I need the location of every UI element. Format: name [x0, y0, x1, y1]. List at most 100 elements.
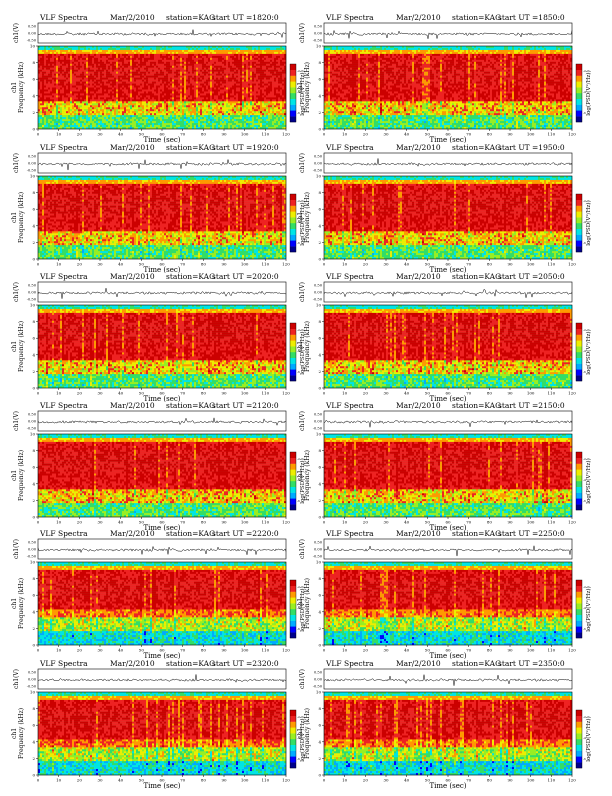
spectrogram-cell — [102, 68, 104, 70]
spectrogram-cell — [94, 125, 96, 127]
spectrogram-cell — [58, 125, 60, 127]
spectrogram-cell — [70, 115, 72, 117]
spectrogram-cell — [74, 70, 76, 72]
spectrogram-cell — [80, 46, 82, 48]
spectrogram-cell — [48, 52, 50, 54]
spectrogram-cell — [84, 101, 86, 103]
spectrogram-cell — [46, 91, 48, 93]
spectrogram-cell — [92, 123, 94, 125]
spectrogram-cell — [64, 72, 66, 74]
spectrogram-cell — [98, 54, 100, 56]
spectrogram-cell — [86, 99, 88, 101]
spectrogram-cell — [100, 52, 102, 54]
spectrogram-cell — [88, 66, 90, 68]
waveform-frame — [38, 23, 286, 43]
spectrogram-cell — [100, 86, 102, 88]
spectrogram-cell — [48, 93, 50, 95]
spectrogram-cell — [100, 123, 102, 125]
spectrogram-cell — [100, 72, 102, 74]
spectrogram-cell — [106, 95, 108, 97]
spectrogram-cell — [48, 89, 50, 91]
spectrogram-cell — [60, 99, 62, 101]
spectrogram-cell — [62, 117, 64, 119]
spectrogram-cell — [64, 66, 66, 68]
spectrogram-cell — [38, 88, 40, 90]
spectrogram-cell — [90, 117, 92, 119]
spectrogram-cell — [78, 105, 80, 107]
spectrogram-cell — [64, 123, 66, 125]
spectrogram-cell — [106, 91, 108, 93]
spectrogram-cell — [80, 117, 82, 119]
spectrogram-cell — [50, 86, 52, 88]
spectrogram-cell — [66, 113, 68, 115]
spectrogram-cell — [96, 54, 98, 56]
spectrogram-cell — [104, 76, 106, 78]
spectrogram-cell — [106, 105, 108, 107]
spectrogram-cell — [42, 84, 44, 86]
spectrogram-cell — [82, 74, 84, 76]
spectrogram-cell — [114, 109, 116, 111]
spectrogram-cell — [70, 54, 72, 56]
spectrogram-cell — [50, 109, 52, 111]
spectrogram-cell — [56, 111, 58, 113]
spectrogram-cell — [80, 125, 82, 127]
spectrogram-cell — [90, 52, 92, 54]
spectrogram-cell — [58, 109, 60, 111]
spectrogram-cell — [84, 54, 86, 56]
spectrogram-cell — [56, 123, 58, 125]
spectrogram-cell — [96, 60, 98, 62]
spectrogram-cell — [84, 93, 86, 95]
spectrogram-cell — [108, 115, 110, 117]
spectrogram-cell — [104, 70, 106, 72]
spectrogram-cell — [88, 50, 90, 52]
spectrogram-cell — [70, 70, 72, 72]
spectrogram-cell — [52, 48, 54, 50]
spectrogram-cell — [56, 68, 58, 70]
spectrogram-cell — [76, 72, 78, 74]
spectrogram-cell — [52, 74, 54, 76]
spectrogram-cell — [72, 64, 74, 66]
spectrogram-cell — [84, 117, 86, 119]
spectrogram-cell — [72, 119, 74, 121]
spectrogram-cell — [50, 99, 52, 101]
spectrogram-cell — [80, 74, 82, 76]
spectrogram-cell — [54, 76, 56, 78]
spectrogram-cell — [46, 76, 48, 78]
spectrogram-cell — [106, 111, 108, 113]
spectrogram-cell — [74, 62, 76, 64]
spectrogram-cell — [112, 121, 114, 123]
spectrogram-cell — [76, 103, 78, 105]
spectrogram-cell — [104, 125, 106, 127]
spectrogram-cell — [86, 70, 88, 72]
spectrogram-cell — [112, 66, 114, 68]
spectrogram-cell — [102, 88, 104, 90]
spectrogram-cell — [38, 93, 40, 95]
spectrogram-cell — [76, 113, 78, 115]
spectrogram-cell — [86, 80, 88, 82]
spectrogram-cell — [74, 105, 76, 107]
spectrogram-cell — [80, 91, 82, 93]
spectrogram-cell — [78, 74, 80, 76]
spectrogram-cell — [86, 113, 88, 115]
spectrogram-cell — [76, 95, 78, 97]
spectrogram-cell — [86, 95, 88, 97]
spectrogram-cell — [108, 88, 110, 90]
spectrogram-cell — [80, 93, 82, 95]
spectrogram-cell — [54, 70, 56, 72]
spectrogram-cell — [114, 89, 116, 91]
spectrogram-cell — [44, 101, 46, 103]
spectrogram-cell — [66, 70, 68, 72]
spectrogram-cell — [84, 115, 86, 117]
spectrogram-cell — [40, 101, 42, 103]
spectrogram-cell — [64, 56, 66, 58]
spectrogram-cell — [84, 95, 86, 97]
spectrogram-cell — [110, 115, 112, 117]
spectrogram-cell — [64, 107, 66, 109]
spectrogram-cell — [96, 88, 98, 90]
spectrogram-cell — [52, 66, 54, 68]
spectrogram-cell — [106, 62, 108, 64]
spectrogram-cell — [50, 62, 52, 64]
spectrogram-cell — [70, 117, 72, 119]
spectrogram-cell — [54, 64, 56, 66]
spectrogram-cell — [100, 113, 102, 115]
